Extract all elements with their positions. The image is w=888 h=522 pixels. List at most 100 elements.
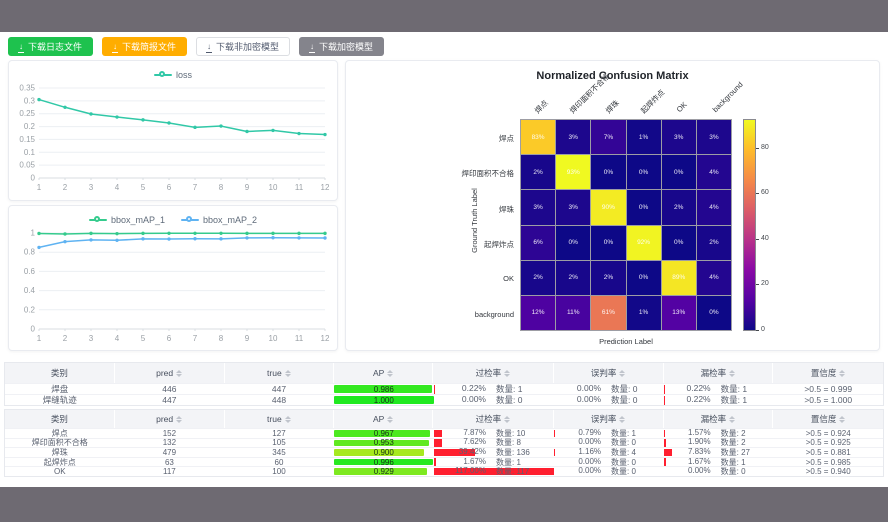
table-row: OK 117 100 0.929 117.00% 数量: 117 0.00% 数量: 0 0.0… xyxy=(5,466,883,476)
svg-text:3: 3 xyxy=(89,183,94,192)
rate-bar xyxy=(433,439,442,447)
mis-judge-rate-cell: 0.00% 数量: 0 xyxy=(554,457,664,467)
column-header-pred[interactable]: pred xyxy=(114,410,225,428)
download-plain-model-button[interactable]: ↓ 下载非加密模型 xyxy=(196,37,291,56)
class-name-cell: 焊缝轨迹 xyxy=(42,395,77,405)
matrix-col-label: OK xyxy=(674,99,689,114)
matrix-cell: 93% xyxy=(556,155,591,190)
rate-percent: 1.16% xyxy=(578,446,602,456)
map-line-chart: 00.20.40.60.811 2 3 4 5 6 7 8 9 10 11 12 xyxy=(24,229,330,344)
sort-caret-icon[interactable] xyxy=(729,369,736,377)
confidence-cell: >0.5 = 0.999 xyxy=(804,384,853,394)
ap-bar xyxy=(333,430,431,437)
map-chart-card: bbox_mAP_1 bbox_mAP_2 0 0.2 0.4 0.6 0.8 1 1 2 3 4 5… xyxy=(8,205,338,351)
rate-percent: 7.83% xyxy=(687,446,711,456)
class-name-cell: 焊点 xyxy=(51,428,68,438)
column-header-置信度[interactable]: 置信度 xyxy=(773,410,883,428)
rate-bar xyxy=(433,429,443,438)
column-header-true[interactable]: true xyxy=(224,410,335,428)
matrix-cell: 4% xyxy=(696,155,731,190)
loss-chart-card: loss 0 0.05 0.1 0.15 0.2 0.25 0.3 0.35 1 2 3 4 5 6 7 8 9… xyxy=(8,60,338,201)
table-row: 焊珠 479 345 0.900 39.42% 数量: 136 1.16% 数量: 4 7.83… xyxy=(5,447,883,457)
ap-value: 0.953 xyxy=(373,438,394,448)
rate-bar xyxy=(663,384,665,394)
sort-caret-icon[interactable] xyxy=(284,415,291,423)
pred-count-cell: 117 xyxy=(163,467,176,477)
rate-count: 数量: 1 xyxy=(720,457,746,467)
column-header-过检率[interactable]: 过检率 xyxy=(433,363,554,383)
pred-count-cell: 152 xyxy=(162,428,177,438)
svg-text:10: 10 xyxy=(269,334,278,343)
column-header-pred[interactable]: pred xyxy=(114,363,225,383)
true-count-cell: 60 xyxy=(274,457,284,467)
rate-count: 数量: 1 xyxy=(496,457,521,467)
sort-caret-icon[interactable] xyxy=(387,415,394,423)
legend-item-bbox_mAP_2[interactable]: bbox_mAP_2 xyxy=(181,215,257,225)
ap-bar-track: 1.000 xyxy=(333,395,434,405)
matrix-cell: 3% xyxy=(696,120,731,155)
column-header-AP[interactable]: AP xyxy=(334,410,434,428)
sort-caret-icon[interactable] xyxy=(176,369,183,377)
colorbar-tick: 80 xyxy=(756,143,769,151)
matrix-cell: 2% xyxy=(591,260,626,295)
sort-caret-icon[interactable] xyxy=(176,415,183,423)
legend-item-loss[interactable]: loss xyxy=(153,70,192,80)
svg-text:3: 3 xyxy=(89,334,94,343)
matrix-cell: 0% xyxy=(661,225,696,260)
rate-percent: 0.00% xyxy=(576,394,602,404)
rate-count: 数量: 0 xyxy=(611,457,636,467)
svg-text:4: 4 xyxy=(115,183,120,192)
matrix-cell: 3% xyxy=(556,120,591,155)
true-count-cell: 105 xyxy=(272,438,286,448)
download-encrypted-model-button[interactable]: ↓ 下载加密模型 xyxy=(299,37,385,56)
column-header-true[interactable]: true xyxy=(224,363,335,383)
pred-count-cell: 446 xyxy=(162,384,177,394)
column-header-label: 类别 xyxy=(50,414,68,424)
svg-text:5: 5 xyxy=(141,334,146,343)
pred-count-cell: 447 xyxy=(162,395,177,405)
rate-count: 数量: 0 xyxy=(611,395,638,405)
table-row: 焊点 152 127 0.967 7.87% 数量: 10 0.79% 数量: 1 1.57% 数… xyxy=(5,428,883,438)
column-header-label: true xyxy=(267,414,282,424)
column-header-误判率[interactable]: 误判率 xyxy=(553,363,664,383)
sort-caret-icon[interactable] xyxy=(284,369,291,377)
ap-value: 0.967 xyxy=(373,428,394,438)
table-row: 焊盘 446 447 0.986 0.22% 数量: 1 0.00% 数量: 0 0.22% 数量… xyxy=(5,383,883,394)
ap-cell: 0.953 xyxy=(333,438,434,448)
ap-value: 0.996 xyxy=(373,457,394,467)
pred-count-cell: 479 xyxy=(162,447,177,457)
legend-item-bbox_mAP_1[interactable]: bbox_mAP_1 xyxy=(88,215,165,225)
sort-caret-icon[interactable] xyxy=(619,415,626,423)
sort-caret-icon[interactable] xyxy=(729,415,736,423)
matrix-col-label: 起焊炸点 xyxy=(638,87,667,116)
matrix-cell: 4% xyxy=(696,260,731,295)
sort-caret-icon[interactable] xyxy=(619,369,626,377)
rate-percent: 7.87% xyxy=(463,427,486,437)
sort-caret-icon[interactable] xyxy=(387,369,394,377)
sort-caret-icon[interactable] xyxy=(504,369,511,377)
download-report-button[interactable]: ↓ 下载简报文件 xyxy=(102,37,188,56)
table-header-row: 类别 pred true AP 过检率 误判率 漏检率 置信度 xyxy=(5,410,883,428)
column-header-漏检率[interactable]: 漏检率 xyxy=(663,410,774,428)
svg-text:1: 1 xyxy=(37,183,42,192)
ap-bar-track: 0.967 xyxy=(333,428,434,438)
line-series-icon xyxy=(153,70,172,79)
download-report-label: 下载简报文件 xyxy=(122,42,177,52)
sort-caret-icon[interactable] xyxy=(504,415,511,423)
rate-percent: 0.79% xyxy=(578,427,602,437)
rate-percent: 1.67% xyxy=(463,456,486,466)
svg-text:8: 8 xyxy=(219,183,224,192)
column-header-AP[interactable]: AP xyxy=(334,363,434,383)
svg-text:0.4: 0.4 xyxy=(24,286,36,295)
sort-caret-icon[interactable] xyxy=(839,415,846,423)
column-header-过检率[interactable]: 过检率 xyxy=(433,410,554,428)
download-log-button[interactable]: ↓ 下载日志文件 xyxy=(8,37,94,56)
column-header-类别: 类别 xyxy=(5,410,115,428)
rate-bar xyxy=(554,448,556,457)
column-header-漏检率[interactable]: 漏检率 xyxy=(663,363,774,383)
column-header-误判率[interactable]: 误判率 xyxy=(553,410,664,428)
matrix-cell: 2% xyxy=(521,155,556,190)
sort-caret-icon[interactable] xyxy=(839,369,846,377)
column-header-置信度[interactable]: 置信度 xyxy=(773,363,883,383)
colorbar-tick: 0 xyxy=(756,326,765,333)
